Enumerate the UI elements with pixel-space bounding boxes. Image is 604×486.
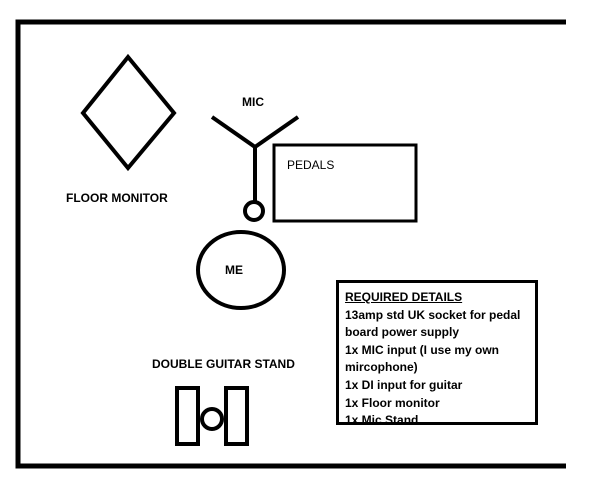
floor-monitor-label: FLOOR MONITOR [66,191,168,205]
performer-circle [196,230,286,310]
required-details-box: REQUIRED DETAILS 13amp std UK socket for… [336,280,538,427]
stage-boundary [15,19,566,469]
details-line: 1x Floor monitor [345,395,440,410]
mic-stand-shape [210,115,300,222]
performer-label: ME [225,263,243,277]
floor-monitor-shape [80,53,177,172]
details-line: board power supply [345,325,460,340]
mic-label: MIC [242,95,264,109]
pedals-label: PEDALS [287,158,335,172]
pedals-box [272,143,418,223]
details-line: 13amp std UK socket for pedal [345,307,521,322]
required-details-title: REQUIRED DETAILS [345,290,463,304]
details-line: 1x Mic Stand [345,413,419,428]
details-line: 1x DI input for guitar [345,377,463,392]
details-line: mircophone) [345,360,418,375]
details-line: 1x MIC input (I use my own [345,342,500,357]
guitar-stand-shape [175,386,249,446]
guitar-stand-label: DOUBLE GUITAR STAND [152,357,295,371]
